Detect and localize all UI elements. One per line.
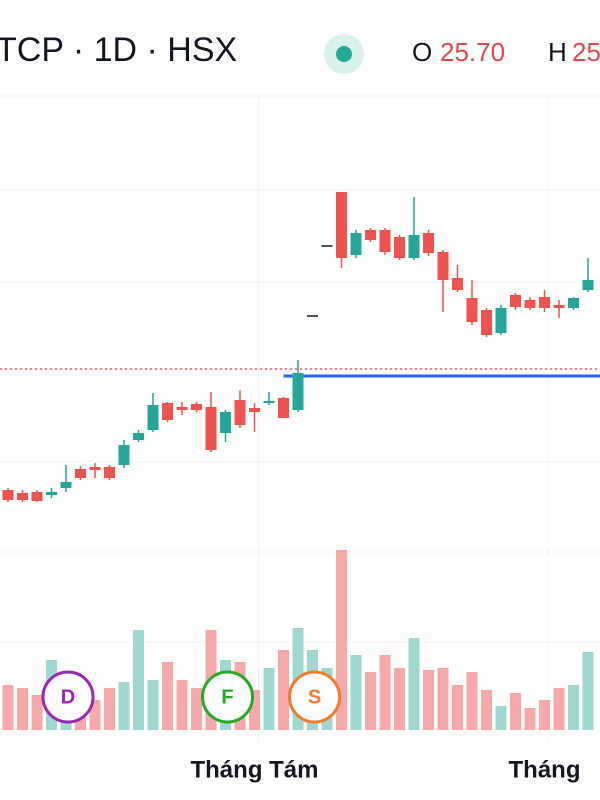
event-label: F: [221, 686, 233, 708]
volume-bar: [176, 680, 188, 730]
volume-bar: [481, 690, 492, 730]
candle-body: [394, 237, 405, 258]
candle-body: [278, 398, 289, 418]
candle-body: [408, 235, 420, 258]
volume-bar: [162, 662, 173, 730]
candle-body: [147, 405, 159, 430]
candle-body: [162, 403, 173, 420]
candle-body: [466, 298, 478, 322]
volume-bar: [89, 700, 101, 730]
candle-body: [17, 493, 28, 500]
volume-bar: [437, 668, 449, 730]
candle-body: [423, 233, 434, 253]
volume-bar: [510, 693, 521, 730]
candle-body: [46, 492, 57, 495]
high-value: 25: [572, 37, 600, 67]
event-label: D: [61, 686, 75, 708]
high-label: H: [548, 37, 567, 67]
open-value: 25.70: [440, 37, 505, 67]
volume-bar: [553, 688, 565, 730]
volume-bar: [524, 708, 536, 730]
volume-bar: [394, 668, 405, 730]
volume-bar: [133, 630, 144, 730]
volume-bar: [539, 700, 550, 730]
candle-body: [292, 373, 304, 410]
candle-body: [437, 252, 449, 280]
x-tick-label: Tháng: [509, 756, 581, 783]
event-marker: [288, 670, 341, 724]
x-tick-label: Tháng Tám: [190, 756, 318, 783]
candle-body: [452, 278, 463, 290]
open-label: O: [412, 37, 432, 67]
candle-body: [379, 230, 391, 252]
volume-bar: [568, 685, 579, 730]
event-marker: [41, 670, 95, 724]
candle-body: [75, 469, 86, 478]
volume-bar: [365, 672, 376, 730]
candle-body: [553, 305, 565, 308]
symbol: TCP · 1D · HSX: [0, 31, 237, 69]
event-marker: [201, 670, 254, 724]
volume-bar: [495, 706, 507, 730]
volume-bar: [582, 652, 594, 730]
candle-body: [307, 315, 318, 317]
candle-body: [31, 492, 43, 501]
candle-body: [176, 407, 188, 410]
volume-bar: [379, 655, 391, 730]
volume-bar: [263, 668, 275, 730]
candle-body: [365, 230, 376, 240]
candle-body: [510, 295, 521, 307]
candle-body: [481, 310, 492, 335]
candle-body: [249, 408, 260, 412]
candle-body: [524, 300, 536, 308]
candle-body: [2, 490, 14, 500]
header-bg: [0, 0, 600, 95]
volume-bar: [118, 682, 130, 730]
candle-body: [104, 467, 115, 478]
candle-body: [582, 280, 594, 290]
candle-body: [220, 412, 231, 433]
candle-body: [234, 400, 246, 425]
volume-bar: [191, 688, 202, 730]
status-dot: [336, 46, 352, 62]
candle-body: [60, 482, 72, 488]
volume-bar: [278, 650, 289, 730]
candle-body: [205, 407, 217, 450]
candle-body: [191, 404, 202, 410]
volume-bar: [336, 550, 347, 730]
candle-body: [336, 192, 347, 258]
candle-body: [321, 245, 333, 247]
candle-body: [350, 233, 362, 255]
event-label: S: [308, 686, 321, 708]
candle-body: [263, 401, 275, 403]
volume-bar: [147, 680, 159, 730]
plot: Tháng Tám Tháng D F S: [0, 96, 600, 783]
candle-body: [133, 433, 144, 440]
volume-bar: [350, 655, 362, 730]
volume-bar: [423, 670, 434, 730]
volume-bar: [104, 688, 115, 730]
candle-body: [495, 308, 507, 333]
volume-bar: [249, 690, 260, 730]
volume-bar: [31, 695, 43, 730]
volume-bar: [408, 638, 420, 730]
volume-bar: [2, 685, 14, 730]
candle-body: [568, 298, 579, 308]
volume-bar: [17, 688, 28, 730]
candle-body: [118, 445, 130, 465]
candle-body: [539, 297, 550, 308]
volume-bar: [452, 685, 463, 730]
volume-bar: [466, 672, 478, 730]
candle-body: [89, 467, 101, 470]
